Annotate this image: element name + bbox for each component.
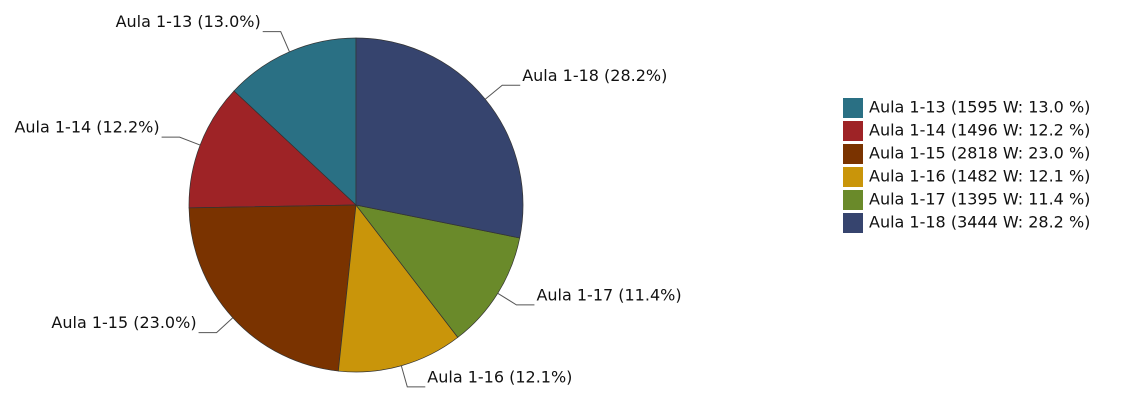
leader-line [262, 31, 290, 53]
leader-line [484, 84, 521, 100]
data-label: Aula 1-16 (12.1%) [427, 367, 572, 386]
pie-slice [188, 204, 357, 372]
legend-label: Aula 1-14 (1496 W: 12.2 %) [869, 121, 1090, 140]
legend-swatch [843, 213, 863, 233]
data-label: Aula 1-13 (13.0%) [116, 12, 261, 31]
legend-swatch [843, 144, 863, 164]
leader-line [161, 136, 201, 146]
leader-line [400, 365, 426, 388]
data-label: Aula 1-15 (23.0%) [51, 313, 196, 332]
legend-swatch [843, 167, 863, 187]
pie-slice [233, 37, 357, 206]
data-label: Aula 1-17 (11.4%) [536, 285, 681, 304]
legend-swatch [843, 190, 863, 210]
legend-label: Aula 1-18 (3444 W: 28.2 %) [869, 213, 1090, 232]
legend-swatch [843, 121, 863, 141]
leader-line [198, 317, 234, 334]
data-label: Aula 1-18 (28.2%) [522, 66, 667, 85]
legend-label: Aula 1-15 (2818 W: 23.0 %) [869, 144, 1090, 163]
legend-label: Aula 1-16 (1482 W: 12.1 %) [869, 167, 1090, 186]
legend-label: Aula 1-13 (1595 W: 13.0 %) [869, 98, 1090, 117]
pie-slice [188, 90, 357, 209]
legend-label: Aula 1-17 (1395 W: 11.4 %) [869, 190, 1090, 209]
legend-swatch [843, 98, 863, 118]
pie-slice [355, 37, 524, 239]
leader-line [497, 292, 535, 306]
data-label: Aula 1-14 (12.2%) [14, 118, 159, 137]
